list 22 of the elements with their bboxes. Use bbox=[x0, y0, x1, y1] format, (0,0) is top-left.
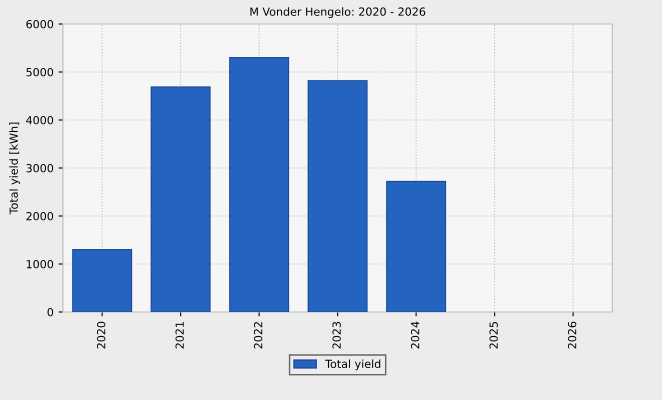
y-tick-label: 0 bbox=[48, 308, 54, 316]
x-tick-label: 2026 bbox=[568, 322, 576, 348]
y-tick-label: 3000 bbox=[26, 164, 54, 172]
y-tick-label: 6000 bbox=[26, 20, 54, 28]
x-tick-label: 2021 bbox=[175, 322, 184, 348]
legend-label: Total yield bbox=[325, 359, 380, 370]
x-tick-label: 2022 bbox=[254, 322, 262, 348]
bar bbox=[229, 57, 290, 312]
y-tick-label: 2000 bbox=[26, 212, 54, 220]
x-tick-label: 2024 bbox=[410, 322, 420, 348]
bar bbox=[308, 80, 368, 312]
chart-title: M Vonder Hengelo: 2020 - 2026 bbox=[250, 7, 426, 18]
bar bbox=[150, 86, 211, 312]
x-tick-label: 2020 bbox=[96, 322, 106, 348]
y-tick-label: 5000 bbox=[26, 68, 54, 76]
y-tick-label: 4000 bbox=[26, 116, 54, 124]
bar bbox=[386, 180, 446, 312]
bar bbox=[72, 249, 132, 312]
y-axis-title: Total yield [kWh] bbox=[9, 122, 20, 214]
x-tick-label: 2025 bbox=[489, 322, 498, 348]
y-tick-label: 1000 bbox=[26, 260, 54, 268]
x-tick-label: 2023 bbox=[332, 322, 341, 348]
